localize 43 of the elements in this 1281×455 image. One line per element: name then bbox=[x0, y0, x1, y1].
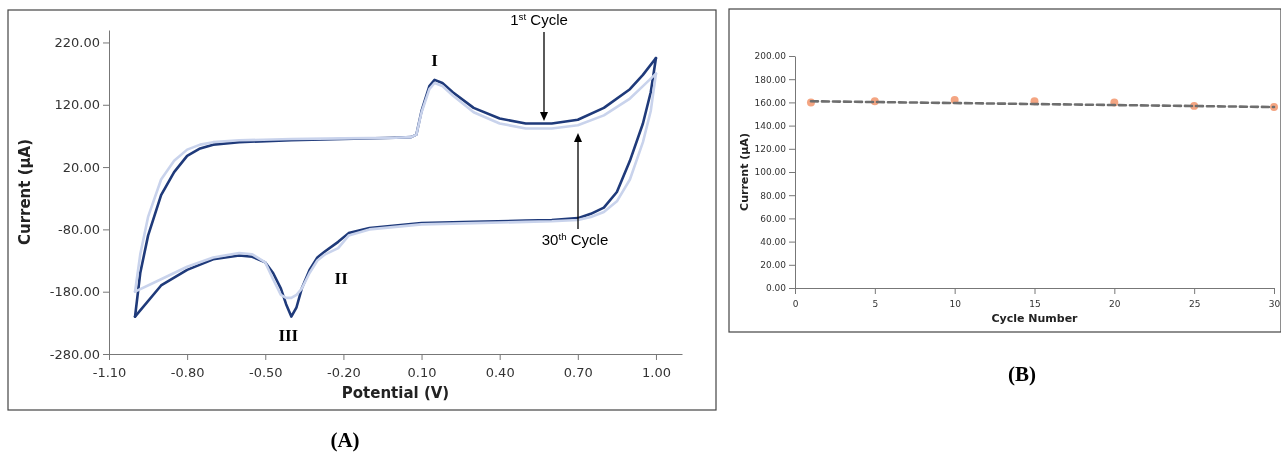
y-tick-label: 0.00 bbox=[765, 283, 787, 294]
x-tick-label: 0.70 bbox=[563, 365, 593, 381]
x-tick-label: 15 bbox=[1029, 298, 1041, 309]
y-tick-label: 100.00 bbox=[754, 167, 787, 178]
x-tick-label: -0.20 bbox=[327, 365, 361, 381]
y-tick-label: 20.00 bbox=[62, 159, 100, 175]
y-tick-label: 140.00 bbox=[754, 120, 787, 131]
x-tick-label: -1.10 bbox=[92, 365, 127, 381]
y-tick-label: 20.00 bbox=[760, 260, 787, 271]
y-tick-label: 120.00 bbox=[754, 144, 787, 155]
y-tick-label: 220.00 bbox=[54, 35, 100, 51]
y-tick-label: -280.00 bbox=[49, 346, 100, 362]
y-tick-label: 120.00 bbox=[54, 97, 100, 113]
y-tick-label: -180.00 bbox=[49, 284, 100, 300]
x-tick-label: 30 bbox=[1268, 298, 1281, 309]
text: (A) bbox=[330, 428, 360, 452]
text: 1$^{st}$ Cycle bbox=[510, 10, 568, 28]
y-tick-label: 60.00 bbox=[760, 213, 787, 224]
x-tick-label: 0.10 bbox=[407, 365, 437, 381]
y-tick-label: -80.00 bbox=[58, 222, 100, 238]
annotation: III bbox=[278, 325, 299, 345]
x-tick-label: 20 bbox=[1109, 298, 1121, 309]
x-tick-label: 25 bbox=[1188, 298, 1201, 309]
x-tick-label: 10 bbox=[949, 298, 962, 309]
x-axis-title: Cycle Number bbox=[991, 312, 1079, 325]
annotation: II bbox=[334, 269, 349, 289]
x-tick-label: 0.40 bbox=[485, 365, 515, 381]
y-tick-label: 40.00 bbox=[760, 236, 787, 247]
y-axis-title: Current (µA) bbox=[16, 138, 34, 246]
x-axis-title: Potential (V) bbox=[341, 384, 450, 402]
y-tick-label: 180.00 bbox=[754, 74, 787, 85]
y-tick-label: 200.00 bbox=[754, 51, 787, 62]
x-tick-label: 0 bbox=[792, 298, 799, 309]
annotation: 30$^{th}$ Cycle bbox=[541, 230, 609, 248]
x-tick-label: 1.00 bbox=[641, 365, 671, 381]
y-tick-label: 160.00 bbox=[754, 97, 787, 108]
y-axis-title: Current (µA) bbox=[738, 133, 751, 211]
text: (B) bbox=[1008, 362, 1036, 386]
annotation: I bbox=[431, 50, 439, 70]
x-tick-label: -0.80 bbox=[170, 365, 205, 381]
x-tick-label: -0.50 bbox=[248, 365, 283, 381]
x-tick-label: 5 bbox=[872, 298, 879, 309]
y-tick-label: 80.00 bbox=[760, 190, 787, 201]
